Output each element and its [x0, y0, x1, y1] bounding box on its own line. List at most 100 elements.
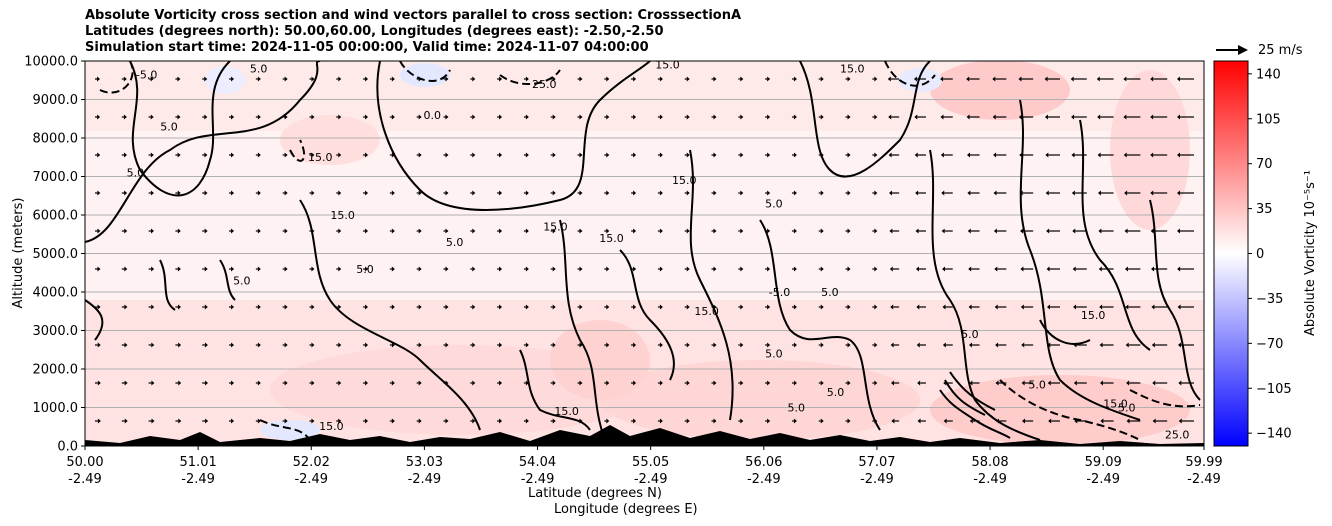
wind-vector-head — [338, 342, 342, 348]
wind-vector-head — [552, 342, 556, 348]
wind-vector-head — [472, 380, 476, 386]
wind-vector-head — [1045, 190, 1049, 196]
wind-vector-head — [969, 380, 973, 386]
wind-vector-head — [943, 418, 947, 424]
contour-label: 15.0 — [1081, 309, 1106, 322]
wind-vector-head — [151, 266, 155, 272]
wind-vector-head — [311, 380, 315, 386]
wind-vector-head — [659, 152, 663, 158]
wind-vector-head — [97, 190, 101, 196]
wind-vector-head — [659, 342, 663, 348]
wind-vector-head — [124, 266, 128, 272]
wind-vector-head — [365, 190, 369, 196]
wind-vector-head — [1074, 418, 1078, 424]
wind-vector-head — [820, 114, 824, 120]
wind-vector-head — [579, 266, 583, 272]
wind-vector-head — [231, 418, 235, 424]
contour-label: 5.0 — [127, 167, 145, 180]
x-tick-label-lat: 57.07 — [858, 455, 895, 470]
wind-vector-head — [579, 380, 583, 386]
wind-vector-head — [888, 114, 892, 120]
wind-vector-head — [231, 190, 235, 196]
reference-vector-label: 25 m/s — [1258, 43, 1303, 58]
wind-vector-head — [820, 266, 824, 272]
wind-vector-head — [472, 152, 476, 158]
negative-contour-line — [499, 69, 561, 86]
wind-vector-head — [1048, 418, 1052, 424]
wind-vector-head — [916, 304, 920, 310]
wind-vector-head — [940, 76, 944, 82]
contour-label: 15.0 — [1103, 398, 1128, 411]
wind-vector-head — [967, 190, 971, 196]
vorticity-patch — [550, 320, 650, 400]
wind-vector-head — [1123, 114, 1127, 120]
wind-vector-head — [820, 342, 824, 348]
wind-vector-head — [365, 418, 369, 424]
contour-label: 5.0 — [765, 197, 783, 210]
wind-vector-head — [793, 304, 797, 310]
wind-vector-head — [257, 76, 261, 82]
wind-vector-head — [418, 342, 422, 348]
vorticity-patch-negative — [898, 68, 942, 92]
negative-contour-line — [259, 419, 311, 441]
wind-vector-head — [767, 228, 771, 234]
colorbar-tick-label: −70 — [1256, 337, 1283, 352]
wind-vector-head — [891, 380, 895, 386]
wind-vector-head — [847, 114, 851, 120]
wind-vector-head — [177, 76, 181, 82]
negative-contour-line — [399, 61, 451, 82]
wind-vector-head — [793, 76, 797, 82]
wind-vector-head — [311, 304, 315, 310]
wind-vector-head — [767, 380, 771, 386]
x-tick-label-lat: 51.01 — [180, 455, 217, 470]
wind-vector-head — [740, 342, 744, 348]
wind-vector-head — [1152, 418, 1156, 424]
wind-vector-head — [847, 304, 851, 310]
contour-label: -5.0 — [769, 286, 790, 299]
chart-title-line-1: Absolute Vorticity cross section and win… — [85, 8, 742, 23]
wind-vector-head — [793, 380, 797, 386]
wind-vector-head — [418, 418, 422, 424]
wind-vector-head — [311, 342, 315, 348]
y-axis: 0.0 1000.0 2000.0 3000.0 4000.0 5000.0 6000.0 7… — [24, 55, 85, 455]
wind-vector-head — [552, 76, 556, 82]
wind-vector-head — [740, 76, 744, 82]
wind-vector-head — [686, 228, 690, 234]
contour-label: 5.0 — [765, 347, 783, 360]
wind-vector-head — [767, 342, 771, 348]
wind-vector-head — [1150, 152, 1154, 158]
wind-vector-head — [472, 228, 476, 234]
wind-vector-head — [713, 190, 717, 196]
contour-label: 5.0 — [1028, 378, 1046, 391]
wind-vector-head — [1178, 418, 1182, 424]
wind-vector-head — [525, 190, 529, 196]
wind-vector-head — [1018, 76, 1022, 82]
wind-vector-head — [767, 114, 771, 120]
wind-vector-head — [97, 114, 101, 120]
wind-vector-head — [231, 114, 235, 120]
contour-label: 0.0 — [423, 109, 441, 122]
wind-vector-head — [311, 266, 315, 272]
reference-vector — [1216, 45, 1248, 55]
wind-vector-head — [874, 380, 878, 386]
wind-vector-head — [1021, 380, 1025, 386]
wind-vector-head — [204, 76, 208, 82]
wind-vector-head — [418, 380, 422, 386]
wind-vector-head — [606, 304, 610, 310]
wind-vector-head — [1150, 76, 1154, 82]
wind-vector-head — [917, 380, 921, 386]
wind-vector-head — [686, 418, 690, 424]
wind-vector-head — [124, 342, 128, 348]
wind-vector-head — [847, 190, 851, 196]
wind-vector-head — [1046, 266, 1050, 272]
wind-vector-head — [231, 152, 235, 158]
wind-vector-head — [740, 380, 744, 386]
wind-vector-head — [123, 114, 127, 120]
x-tick-label-lat: 58.08 — [971, 455, 1008, 470]
wind-vector-head — [205, 380, 209, 386]
reference-vector-head — [1238, 45, 1248, 55]
wind-vector-head — [942, 266, 946, 272]
wind-vector-head — [1045, 152, 1049, 158]
wind-vector-head — [579, 152, 583, 158]
wind-vector-head — [151, 380, 155, 386]
